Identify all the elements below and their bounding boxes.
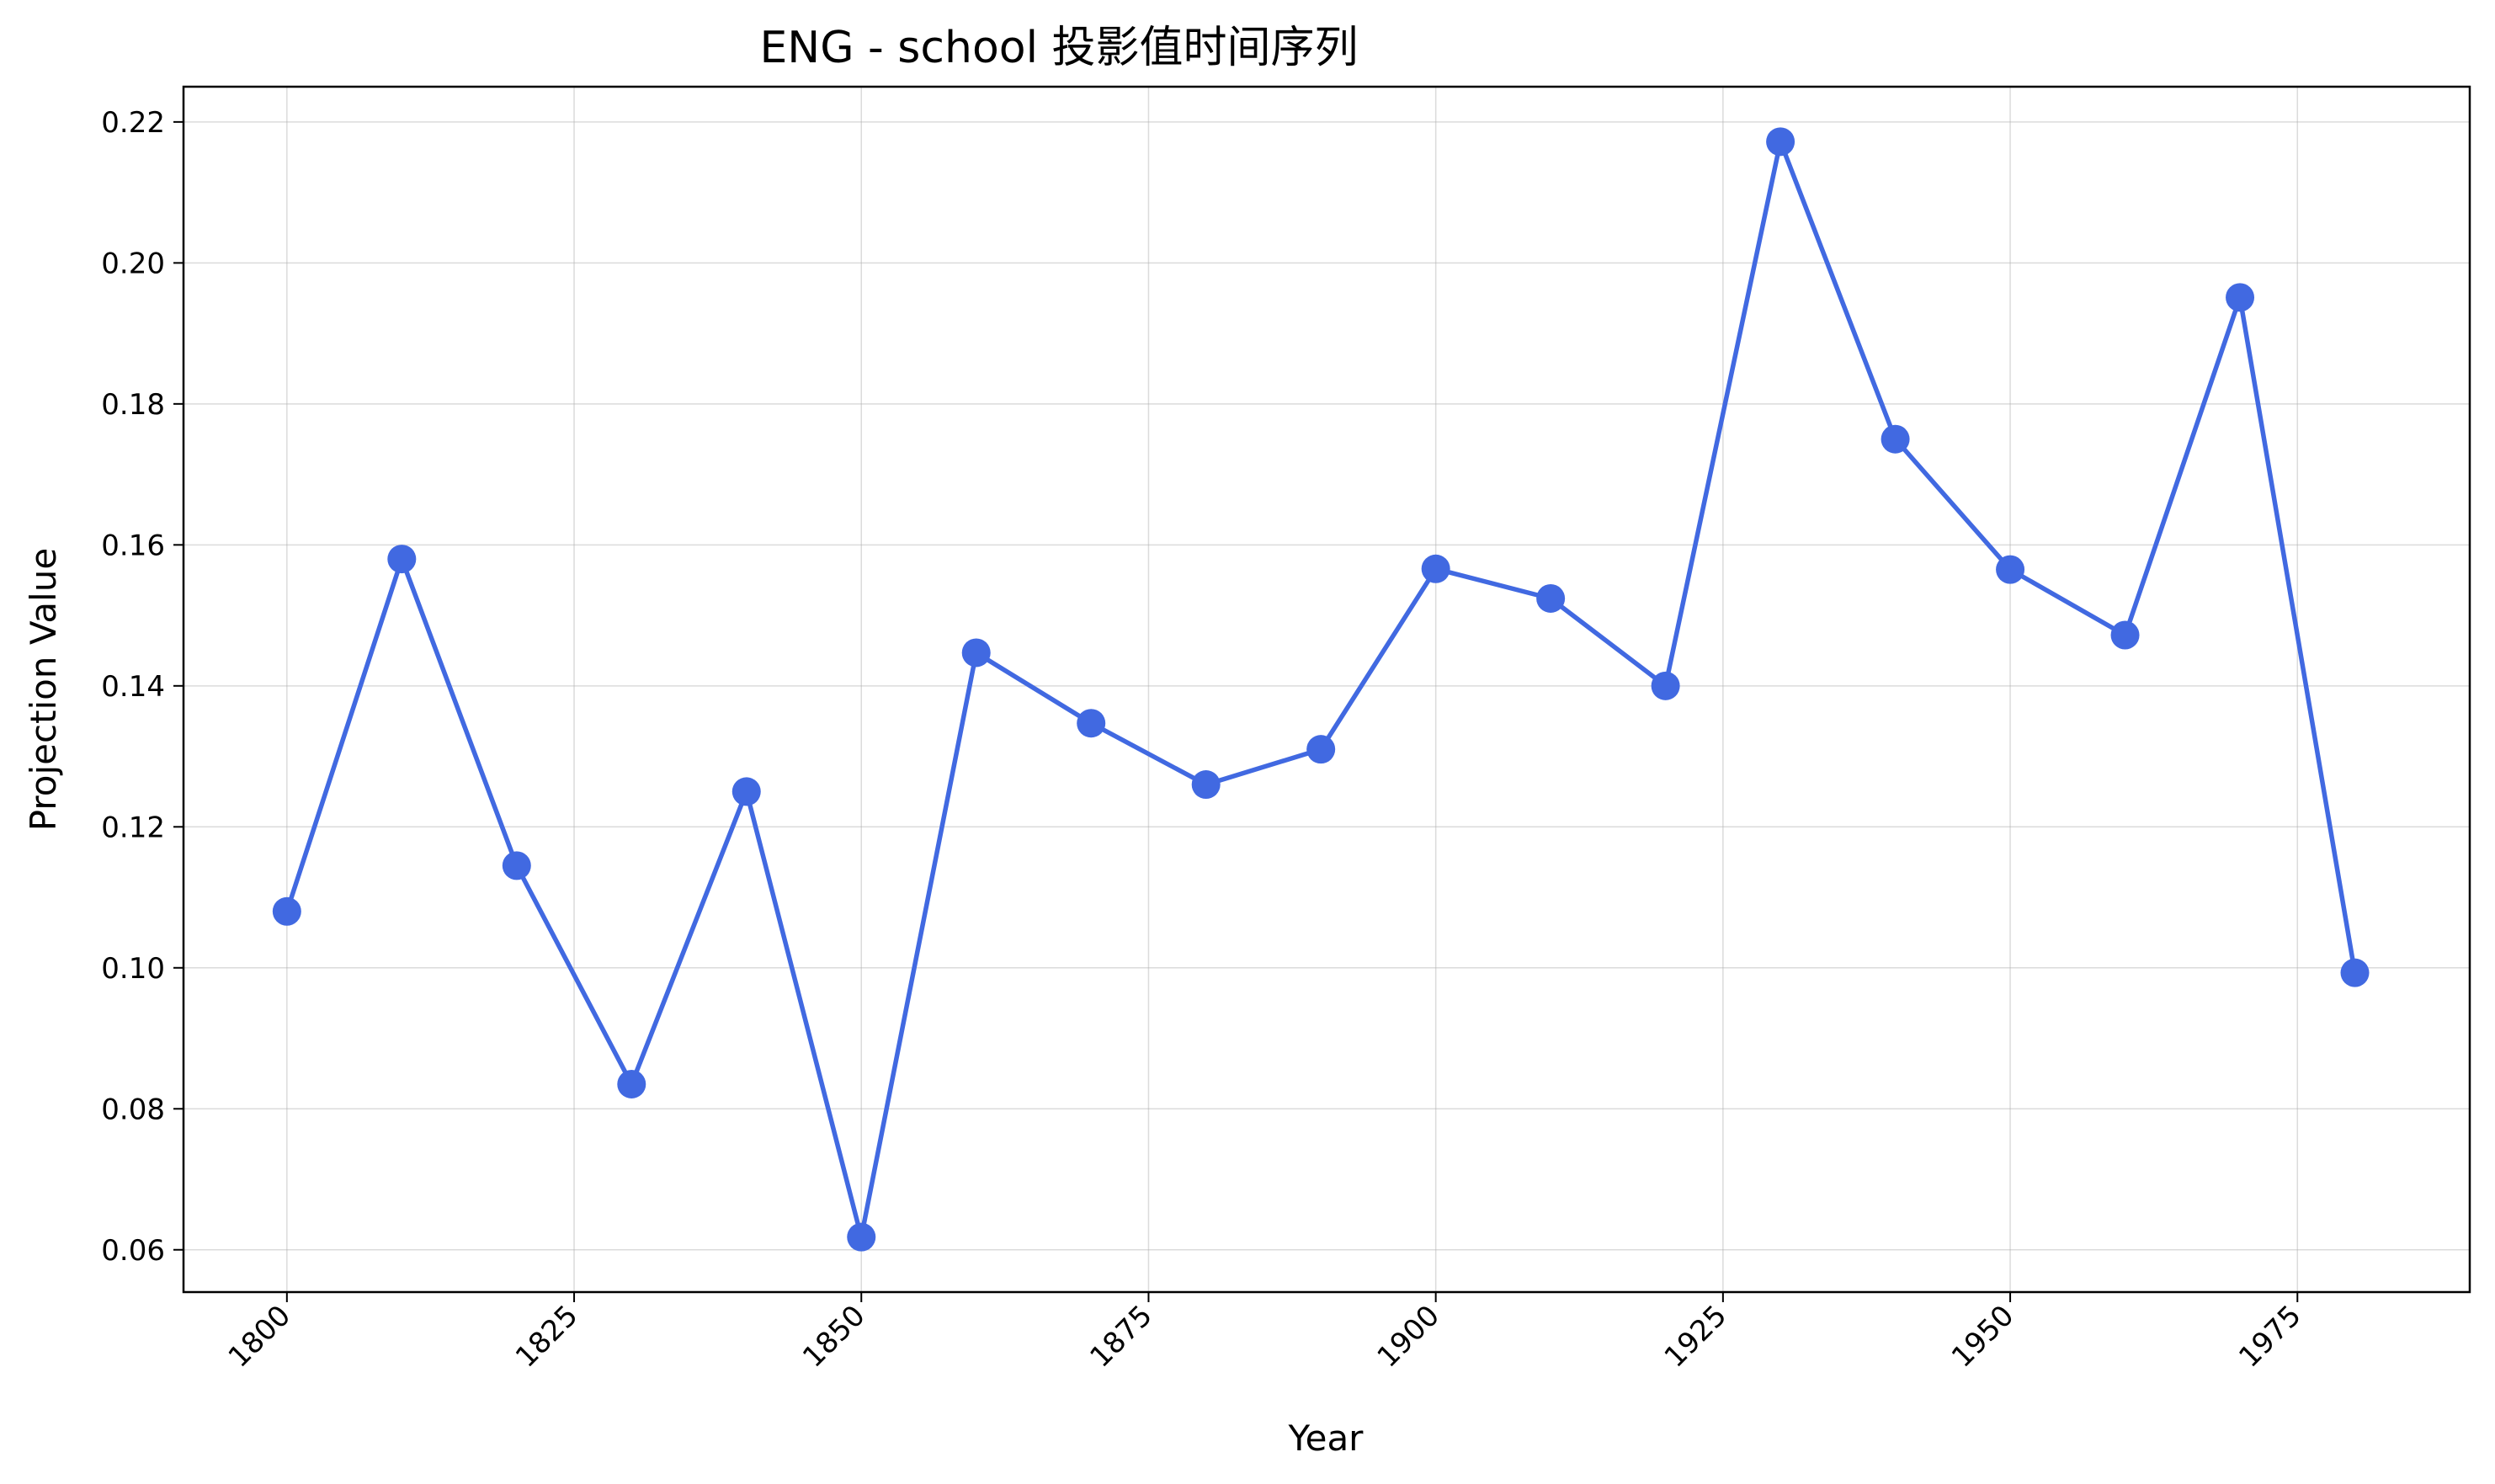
grid [184, 87, 2470, 1292]
data-point [2110, 620, 2140, 650]
chart-title: ENG - school 投影值时间序列 [759, 23, 1358, 73]
data-point [1881, 424, 1910, 454]
y-tick-label: 0.06 [101, 1234, 165, 1268]
data-point [387, 545, 417, 574]
data-point [961, 638, 991, 668]
data-point [847, 1222, 876, 1252]
y-tick-label: 0.18 [101, 388, 165, 422]
data-point [1536, 583, 1566, 613]
data-point [617, 1069, 646, 1098]
data-point [1191, 770, 1221, 800]
data-point [1766, 127, 1795, 157]
series-line [285, 139, 2358, 1240]
y-tick-label: 0.22 [101, 106, 165, 140]
plot-frame [182, 85, 2471, 1294]
series-layer [272, 127, 2370, 1252]
y-tick-label: 0.20 [101, 247, 165, 280]
x-axis-label: Year [1288, 1418, 1365, 1459]
x-tick-label: 1925 [1658, 1299, 1733, 1374]
data-point [1077, 709, 1106, 738]
y-tick-label: 0.08 [101, 1093, 165, 1126]
data-point [2340, 958, 2370, 987]
y-tick-label: 0.12 [101, 811, 165, 844]
x-tick-label: 1975 [2232, 1299, 2307, 1374]
x-tick-label: 1875 [1083, 1299, 1158, 1374]
y-axis-label: Projection Value [23, 548, 64, 831]
data-point [2226, 283, 2255, 312]
x-axis: 1800 1825 1850 1875 1900 1925 1950 1975 [222, 1292, 2308, 1375]
x-tick-label: 1950 [1945, 1299, 2020, 1374]
x-tick-label: 1850 [796, 1299, 871, 1374]
data-point [1421, 554, 1450, 583]
y-tick-label: 0.14 [101, 670, 165, 704]
y-axis: 0.06 0.08 0.10 0.12 0.14 0.16 0.18 0.20 0.22 [101, 106, 184, 1268]
x-tick-label: 1900 [1371, 1299, 1446, 1374]
data-point [1651, 671, 1680, 700]
data-point [502, 851, 531, 880]
y-tick-label: 0.10 [101, 952, 165, 986]
data-point [272, 896, 301, 926]
data-point [731, 777, 761, 806]
data-point [1996, 555, 2025, 584]
x-tick-label: 1800 [222, 1299, 297, 1374]
data-point [1306, 735, 1336, 764]
x-tick-label: 1825 [509, 1299, 584, 1374]
y-tick-label: 0.16 [101, 529, 165, 562]
